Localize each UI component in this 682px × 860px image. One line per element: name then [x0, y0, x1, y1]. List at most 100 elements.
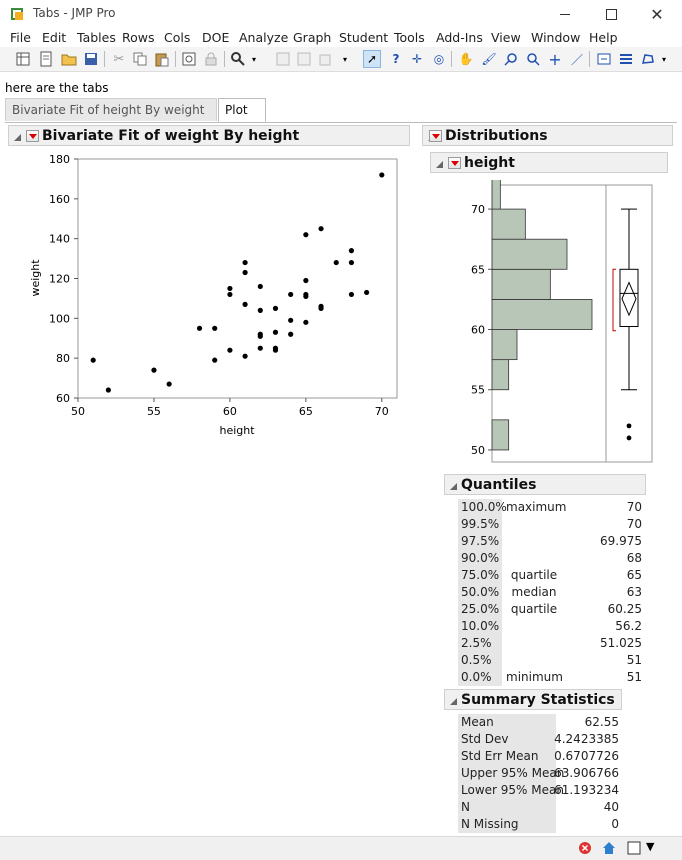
lines-tool-button[interactable] [617, 50, 635, 68]
search-button[interactable] [229, 50, 247, 68]
scatter-point[interactable] [272, 305, 279, 311]
scatter-point[interactable] [227, 285, 233, 292]
cut-button[interactable]: ✂ [110, 50, 128, 68]
disclosure-icon[interactable] [13, 131, 22, 145]
arrow-tool-button[interactable]: ➚ [363, 50, 381, 68]
scatter-plot[interactable]: 60 80 100 120 140 160 180 50 55 60 65 70 height we… [25, 150, 405, 450]
distributions-outline-header[interactable]: Distributions [422, 125, 673, 146]
shape-tool-button[interactable] [639, 50, 657, 68]
scatter-point[interactable] [227, 291, 233, 298]
tab-bivariate-fit[interactable]: Bivariate Fit of height By weight sex=F [5, 98, 217, 140]
scatter-point[interactable] [303, 232, 309, 238]
journal-button[interactable] [180, 50, 198, 68]
chevron-down-icon[interactable]: ▼ [646, 840, 655, 853]
scatter-point[interactable] [257, 333, 263, 339]
menu-edit[interactable]: Edit [42, 30, 67, 45]
histogram-bar[interactable] [491, 299, 593, 330]
bivariate-outline-header[interactable]: Bivariate Fit of weight By height [8, 125, 410, 146]
histogram-panel[interactable]: 50 55 60 65 70 [458, 180, 658, 470]
selection-tool-button[interactable]: ✛ [408, 50, 426, 68]
scatter-point[interactable] [288, 291, 294, 298]
menu-doe[interactable]: DOE [202, 30, 230, 45]
histogram-bar[interactable] [491, 268, 551, 300]
scatter-point[interactable] [212, 325, 218, 331]
brush-tool-button[interactable]: 🖌 [480, 50, 498, 68]
scatter-point[interactable] [348, 259, 355, 266]
scatter-point[interactable] [242, 301, 248, 307]
histogram-bar[interactable] [491, 359, 510, 391]
scatter-point[interactable] [333, 259, 339, 266]
maximize-button[interactable] [588, 0, 634, 28]
save-button[interactable] [82, 50, 100, 68]
scatter-point[interactable] [348, 291, 355, 298]
paste-button[interactable] [153, 50, 171, 68]
menu-tables[interactable]: Tables [77, 30, 116, 45]
home-window-button[interactable] [295, 50, 313, 68]
menu-file[interactable]: File [10, 30, 31, 45]
histogram-bar[interactable] [491, 208, 526, 240]
histogram-bar[interactable] [491, 419, 510, 451]
menu-window[interactable]: Window [531, 30, 581, 45]
scatter-point[interactable] [166, 381, 172, 387]
copy-button[interactable] [131, 50, 149, 68]
scatter-point[interactable] [257, 345, 263, 351]
height-outline-header[interactable]: height [430, 152, 668, 173]
data-table-list-button[interactable] [274, 50, 292, 68]
scatter-point[interactable] [242, 259, 248, 266]
red-triangle-menu-icon[interactable] [448, 157, 461, 169]
new-script-button[interactable] [37, 50, 55, 68]
menu-help[interactable]: Help [589, 30, 618, 45]
scatter-point[interactable] [272, 329, 279, 335]
scatter-point[interactable] [196, 325, 203, 331]
red-triangle-menu-icon[interactable] [26, 130, 39, 142]
new-data-table-button[interactable] [14, 50, 32, 68]
scatter-point[interactable] [379, 172, 385, 178]
menu-student[interactable]: Student [339, 30, 389, 45]
quantiles-outline-header[interactable]: Quantiles [444, 474, 646, 495]
scatter-point[interactable] [288, 317, 294, 323]
crosshair-tool-button[interactable]: + [546, 50, 564, 69]
shape-dropdown[interactable]: ▾ [659, 50, 669, 68]
annotate-tool-button[interactable] [595, 50, 613, 68]
zoom-tool-button[interactable] [502, 50, 520, 68]
menu-view[interactable]: View [491, 30, 521, 45]
scatter-point[interactable] [151, 367, 157, 373]
disclosure-icon[interactable] [435, 158, 444, 172]
outlier-point[interactable] [626, 423, 632, 429]
menu-analyze[interactable]: Analyze [239, 30, 289, 45]
box-iqr[interactable] [619, 268, 639, 328]
close-button[interactable]: ✕ [634, 0, 680, 28]
scatter-point[interactable] [303, 293, 309, 300]
menu-graph[interactable]: Graph [293, 30, 332, 45]
zoom-in-button[interactable] [524, 50, 542, 68]
grabber-tool-button[interactable]: ✋ [457, 50, 475, 68]
arrange-button[interactable] [317, 50, 335, 68]
menu-tools[interactable]: Tools [394, 30, 425, 45]
lasso-tool-button[interactable]: ◎ [430, 50, 448, 68]
scatter-point[interactable] [303, 277, 309, 284]
home-window-button[interactable] [601, 840, 617, 859]
outlier-point[interactable] [626, 435, 632, 441]
scatter-point[interactable] [212, 357, 218, 363]
red-triangle-menu-icon[interactable] [429, 130, 442, 142]
histogram-bar[interactable] [491, 329, 518, 361]
scatter-point[interactable] [105, 387, 111, 393]
menu-rows[interactable]: Rows [122, 30, 155, 45]
scatter-point[interactable] [257, 283, 263, 290]
summary-outline-header[interactable]: Summary Statistics [444, 689, 622, 710]
scatter-point[interactable] [257, 307, 263, 313]
lock-button[interactable] [202, 50, 220, 68]
scatter-point[interactable] [242, 269, 248, 276]
menu-add-ins[interactable]: Add-Ins [436, 30, 483, 45]
scatter-point[interactable] [348, 248, 355, 254]
open-button[interactable] [60, 50, 78, 68]
disclosure-icon[interactable] [449, 695, 458, 709]
histogram-bar[interactable] [491, 238, 568, 270]
search-dropdown[interactable]: ▾ [249, 50, 259, 68]
histogram-bar[interactable] [491, 180, 501, 210]
scatter-point[interactable] [288, 331, 294, 337]
scatter-point[interactable] [242, 353, 248, 359]
disclosure-icon[interactable] [449, 480, 458, 494]
scatter-point[interactable] [318, 226, 324, 232]
arrange-dropdown[interactable]: ▾ [340, 50, 350, 68]
